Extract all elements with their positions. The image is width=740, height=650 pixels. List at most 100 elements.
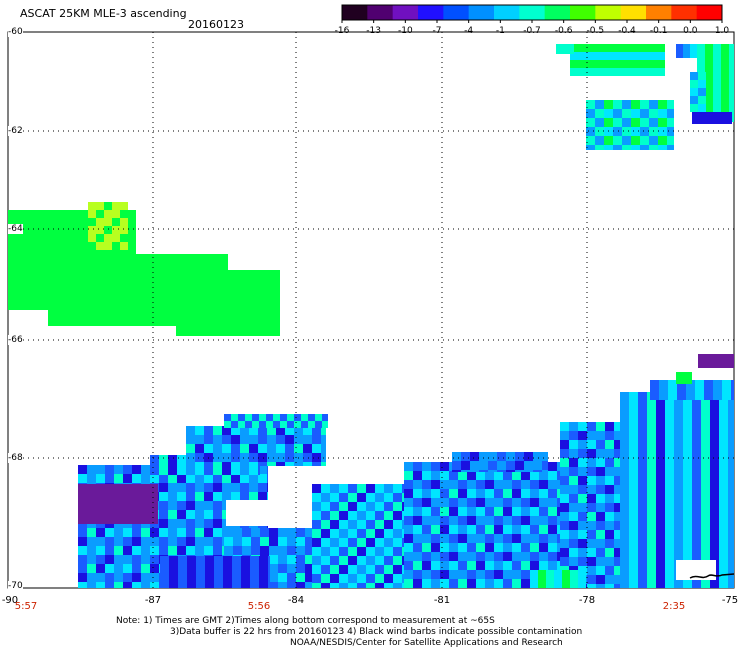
wind-cell — [458, 516, 467, 525]
wind-cell — [393, 538, 402, 547]
wind-cell — [176, 306, 185, 315]
wind-cell — [141, 484, 150, 493]
wind-cell — [587, 494, 596, 503]
wind-cell — [275, 324, 280, 333]
wind-cell — [168, 473, 177, 475]
wind-cell — [75, 272, 84, 281]
wind-cell — [512, 489, 521, 498]
wind-cell — [638, 563, 647, 572]
wind-cell — [129, 308, 138, 317]
wind-cell — [213, 474, 222, 483]
wind-cell — [120, 242, 128, 250]
wind-cell — [667, 136, 674, 145]
wind-cell — [66, 281, 75, 290]
wind-cell — [287, 555, 296, 564]
wind-cell — [533, 452, 542, 461]
wind-cell — [728, 500, 734, 509]
wind-cell — [245, 414, 252, 421]
wind-cell — [422, 552, 431, 561]
wind-cell — [87, 511, 96, 520]
wind-cell — [393, 556, 402, 565]
wind-cell — [692, 464, 701, 473]
wind-cell — [213, 528, 222, 537]
wind-cell — [467, 471, 476, 480]
wind-cell — [431, 498, 440, 507]
wind-cell — [716, 363, 725, 368]
lon-label: -78 — [578, 595, 596, 606]
wind-cell — [196, 565, 205, 574]
wind-cell — [35, 309, 44, 310]
wind-cell — [66, 254, 75, 263]
wind-cell — [729, 92, 734, 100]
wind-cell — [150, 502, 158, 511]
wind-cell — [348, 493, 357, 502]
wind-cell — [530, 552, 539, 561]
wind-cell — [729, 52, 734, 60]
wind-cell — [440, 561, 449, 570]
wind-cell — [17, 219, 26, 228]
wind-cell — [147, 299, 156, 308]
wind-cell — [622, 136, 631, 145]
wind-cell — [431, 543, 440, 552]
wind-cell — [539, 525, 548, 534]
wind-cell — [562, 50, 568, 54]
wind-cell — [562, 586, 570, 588]
wind-cell — [713, 68, 721, 76]
wind-cell — [461, 461, 470, 470]
wind-cell — [194, 324, 203, 333]
wind-cell — [240, 492, 249, 501]
wind-cell — [160, 574, 169, 583]
wind-cell — [629, 392, 638, 401]
wind-cell — [78, 573, 87, 582]
wind-cell — [384, 574, 393, 583]
wind-cell — [701, 536, 710, 545]
wind-cell — [638, 572, 647, 581]
wind-cell — [494, 507, 503, 516]
wind-cell — [296, 555, 305, 564]
wind-cell — [249, 483, 258, 492]
wind-cell — [476, 471, 485, 480]
wind-cell — [638, 554, 647, 563]
wind-cell — [710, 428, 719, 437]
wind-cell — [88, 210, 96, 218]
wind-cell — [321, 529, 330, 538]
wind-cell — [186, 492, 195, 501]
wind-cell — [185, 279, 194, 288]
wind-cell — [120, 281, 129, 290]
wind-cell — [658, 127, 667, 136]
wind-cell — [596, 575, 605, 584]
wind-cell — [87, 564, 96, 573]
wind-cell — [570, 52, 578, 60]
wind-cell — [674, 455, 683, 464]
wind-cell — [422, 561, 431, 570]
wind-cell — [595, 136, 604, 145]
wind-cell — [287, 528, 296, 537]
wind-cell — [96, 465, 105, 474]
wind-cell — [594, 60, 602, 68]
wind-cell — [222, 462, 231, 466]
wind-cell — [129, 254, 138, 263]
wind-cell — [605, 584, 614, 588]
wind-cell — [287, 421, 294, 428]
wind-cell — [123, 465, 132, 474]
wind-cell — [568, 50, 574, 54]
wind-cell — [640, 136, 649, 145]
wind-cell — [80, 219, 89, 228]
wind-cell — [620, 392, 629, 401]
wind-cell — [186, 453, 195, 462]
wind-cell — [684, 380, 692, 384]
wind-cell — [719, 473, 728, 482]
wind-cell — [105, 520, 114, 524]
wind-cell — [422, 570, 431, 579]
wind-cell — [169, 574, 178, 583]
wind-cell — [467, 498, 476, 507]
wind-cell — [431, 471, 440, 480]
wind-cell — [111, 281, 120, 290]
wind-cell — [275, 279, 280, 288]
wind-cell — [150, 474, 159, 483]
wind-cell — [330, 493, 339, 502]
wind-cell — [539, 516, 548, 525]
wind-cell — [196, 574, 205, 583]
wind-cell — [165, 299, 174, 308]
wind-cell — [248, 288, 257, 297]
